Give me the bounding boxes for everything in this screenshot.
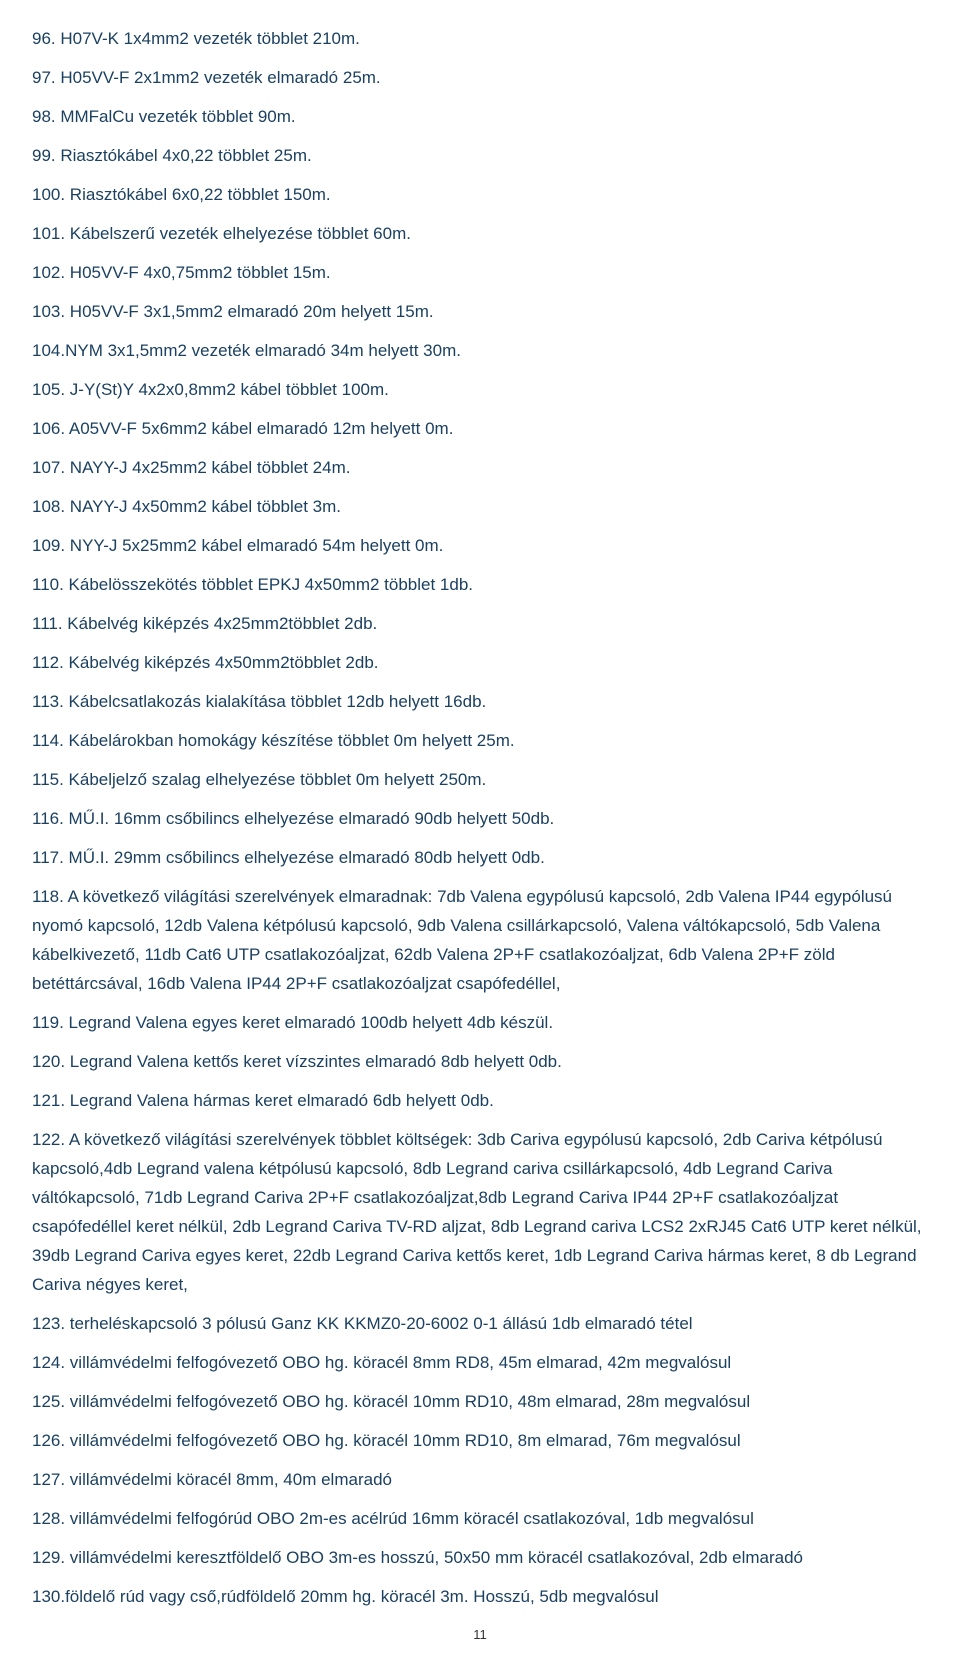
list-item: 96. H07V-K 1x4mm2 vezeték többlet 210m. [32,24,928,53]
list-item: 117. MŰ.I. 29mm csőbilincs elhelyezése e… [32,843,928,872]
list-item: 114. Kábelárokban homokágy készítése töb… [32,726,928,755]
list-item: 130.földelő rúd vagy cső,rúdföldelő 20mm… [32,1582,928,1611]
list-item: 99. Riasztókábel 4x0,22 többlet 25m. [32,141,928,170]
list-item: 129. villámvédelmi keresztföldelő OBO 3m… [32,1543,928,1572]
list-item: 112. Kábelvég kiképzés 4x50mm2többlet 2d… [32,648,928,677]
list-item: 128. villámvédelmi felfogórúd OBO 2m-es … [32,1504,928,1533]
list-item: 115. Kábeljelző szalag elhelyezése többl… [32,765,928,794]
list-item: 97. H05VV-F 2x1mm2 vezeték elmaradó 25m. [32,63,928,92]
list-item: 127. villámvédelmi köracél 8mm, 40m elma… [32,1465,928,1494]
page-number: 11 [32,1627,928,1642]
list-item: 101. Kábelszerű vezeték elhelyezése több… [32,219,928,248]
list-item: 123. terheléskapcsoló 3 pólusú Ganz KK K… [32,1309,928,1338]
list-item: 119. Legrand Valena egyes keret elmaradó… [32,1008,928,1037]
list-item: 106. A05VV-F 5x6mm2 kábel elmaradó 12m h… [32,414,928,443]
list-item: 113. Kábelcsatlakozás kialakítása többle… [32,687,928,716]
list-item: 98. MMFalCu vezeték többlet 90m. [32,102,928,131]
list-item: 108. NAYY-J 4x50mm2 kábel többlet 3m. [32,492,928,521]
list-item: 110. Kábelösszekötés többlet EPKJ 4x50mm… [32,570,928,599]
list-item: 125. villámvédelmi felfogóvezető OBO hg.… [32,1387,928,1416]
list-item: 103. H05VV-F 3x1,5mm2 elmaradó 20m helye… [32,297,928,326]
list-item: 109. NYY-J 5x25mm2 kábel elmaradó 54m he… [32,531,928,560]
list-item: 100. Riasztókábel 6x0,22 többlet 150m. [32,180,928,209]
list-item: 102. H05VV-F 4x0,75mm2 többlet 15m. [32,258,928,287]
document-body: 96. H07V-K 1x4mm2 vezeték többlet 210m. 9… [32,24,928,1611]
list-item: 118. A következő világítási szerelvények… [32,882,928,998]
list-item: 105. J-Y(St)Y 4x2x0,8mm2 kábel többlet 1… [32,375,928,404]
list-item: 107. NAYY-J 4x25mm2 kábel többlet 24m. [32,453,928,482]
list-item: 111. Kábelvég kiképzés 4x25mm2többlet 2d… [32,609,928,638]
list-item: 124. villámvédelmi felfogóvezető OBO hg.… [32,1348,928,1377]
list-item: 116. MŰ.I. 16mm csőbilincs elhelyezése e… [32,804,928,833]
list-item: 122. A következő világítási szerelvények… [32,1125,928,1299]
list-item: 104.NYM 3x1,5mm2 vezeték elmaradó 34m he… [32,336,928,365]
list-item: 120. Legrand Valena kettős keret vízszin… [32,1047,928,1076]
list-item: 121. Legrand Valena hármas keret elmarad… [32,1086,928,1115]
list-item: 126. villámvédelmi felfogóvezető OBO hg.… [32,1426,928,1455]
